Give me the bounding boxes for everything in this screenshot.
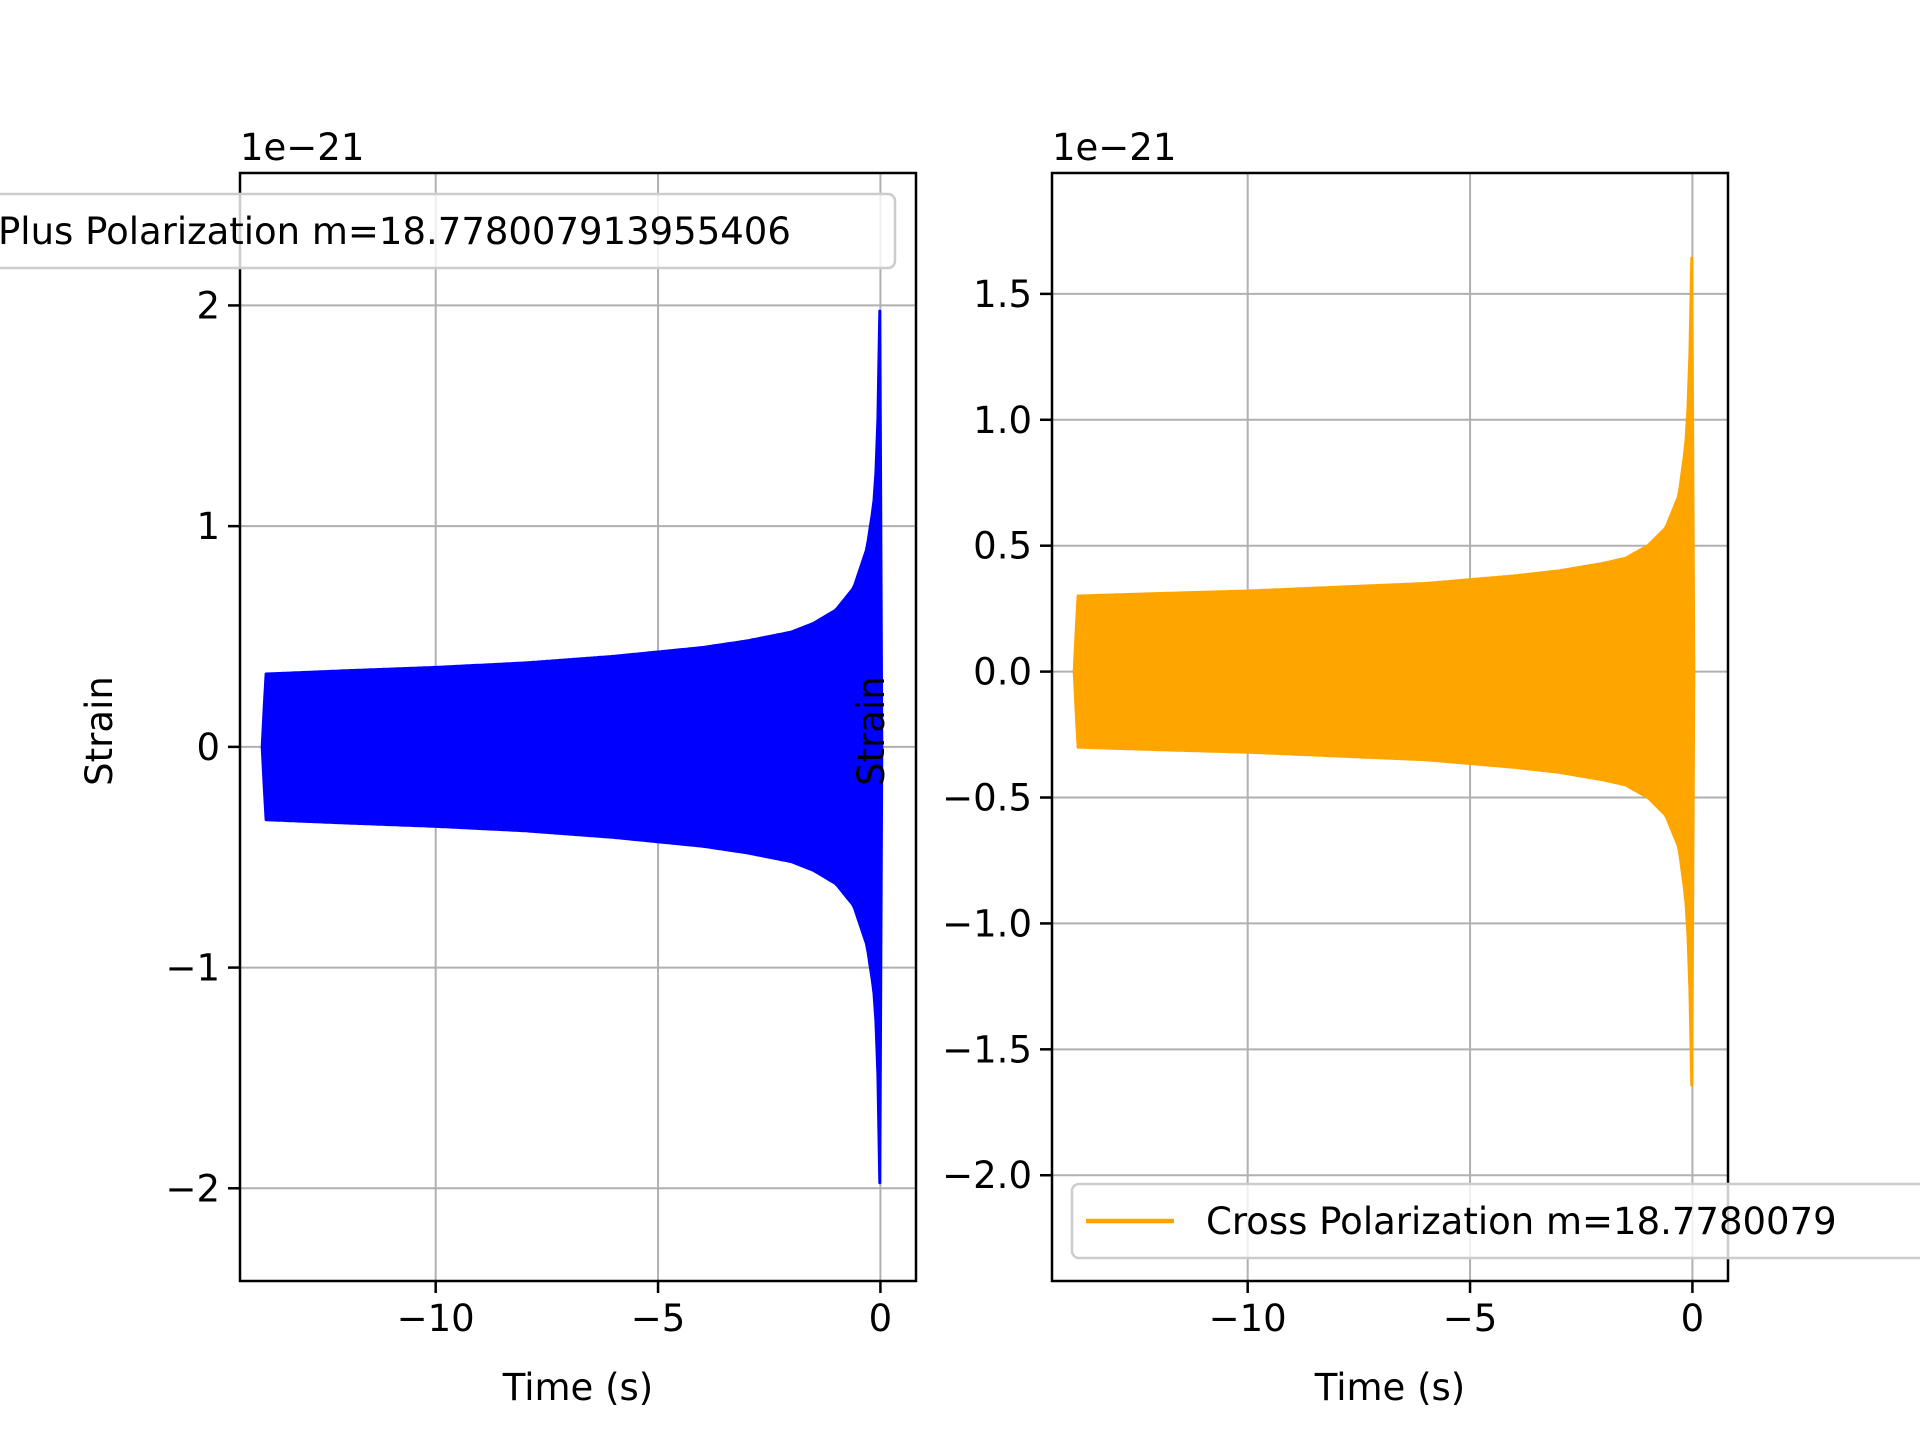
y-tick-label: 0.5 — [973, 525, 1032, 568]
legend: Cross Polarization m=18.7780079 — [1070, 1182, 1920, 1260]
y-tick-label: 1 — [196, 505, 220, 548]
y-tick-label: −1.0 — [942, 902, 1032, 945]
x-tick-label: −10 — [1209, 1297, 1287, 1340]
y-axis-label: Strain — [850, 676, 893, 786]
legend-box — [1070, 1182, 1920, 1260]
legend-label: Cross Polarization m=18.7780079 — [1206, 1200, 1837, 1243]
cross-polarization-axes: −10 −5 0 −2.0 −1.5 −1.0 −0.5 0.0 0.5 1.0 1.5 Time (… — [850, 126, 1920, 1409]
x-tick-label: −5 — [631, 1297, 686, 1340]
series-waveform — [260, 309, 884, 1185]
x-tick-label: 0 — [869, 1297, 893, 1340]
y-tick-label: −0.5 — [942, 777, 1032, 820]
legend-box — [0, 192, 897, 270]
y-tick-label: −1.5 — [942, 1028, 1032, 1071]
x-axis-label: Time (s) — [1314, 1366, 1465, 1409]
x-tick-label: 0 — [1681, 1297, 1705, 1340]
y-tick-label: 0 — [196, 726, 220, 769]
offset-text: 1e−21 — [1052, 126, 1176, 169]
x-tick-label: −5 — [1443, 1297, 1498, 1340]
y-tick-label: 2 — [196, 284, 220, 327]
axes-frame — [1050, 171, 1730, 1283]
y-axis-label: Strain — [78, 676, 121, 786]
y-tick-label: 1.5 — [973, 273, 1032, 316]
y-tick-label: −2.0 — [942, 1154, 1032, 1197]
offset-text: 1e−21 — [240, 126, 364, 169]
y-tick-label: 1.0 — [973, 399, 1032, 442]
y-tick-label: −1 — [165, 947, 220, 990]
y-tick-label: −2 — [165, 1167, 220, 1210]
legend-label: Plus Polarization m=18.778007913955406 — [0, 210, 791, 253]
y-tick-label: 0.0 — [973, 651, 1032, 694]
axes-frame — [238, 171, 918, 1283]
x-tick-label: −10 — [397, 1297, 475, 1340]
series-waveform — [1072, 256, 1696, 1087]
x-axis-label: Time (s) — [502, 1366, 653, 1409]
legend: Plus Polarization m=18.778007913955406 — [0, 192, 897, 270]
